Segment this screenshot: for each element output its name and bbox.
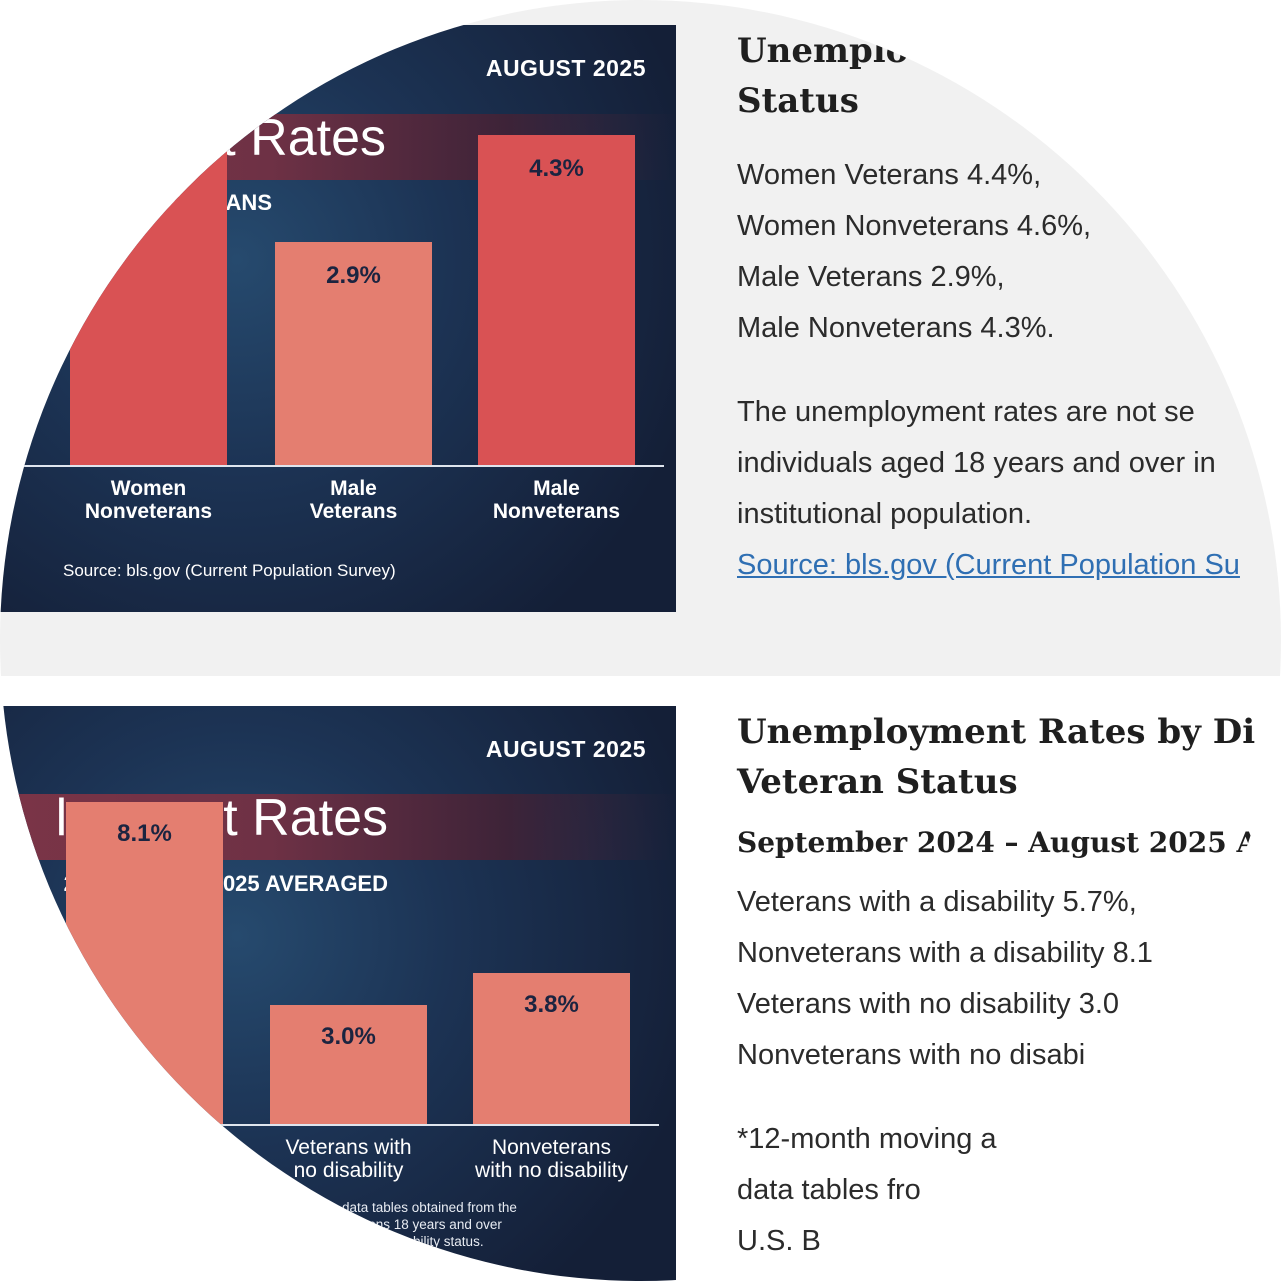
category-label: Veterans with no disability <box>239 1136 459 1182</box>
category-label-line: Veterans with <box>285 1136 412 1159</box>
bar-value-label: 4.6% <box>121 131 176 159</box>
section-subheading: September 2024 – August 2025 A <box>737 826 1259 859</box>
category-label-line: Male <box>330 477 377 500</box>
stat-line: Male Veterans 2.9%, <box>737 261 1005 293</box>
chart-date: AUGUST 2025 <box>485 55 646 81</box>
bar-value-label: 2.9% <box>326 262 381 290</box>
bar: 4.6% <box>70 111 227 465</box>
stat-line: Women Nonveterans 4.6%, <box>737 210 1092 242</box>
bar-value-label: 3.8% <box>524 990 579 1018</box>
category-label: Nonveterans with no disability <box>442 1136 662 1182</box>
section-heading: Unemplo <box>737 31 909 71</box>
section-heading-line-2: Status <box>737 81 859 121</box>
stat-line: Women Veterans 4.4%, <box>737 159 1042 191</box>
stat-line: Nonveterans with a disability 8.1 <box>737 937 1153 969</box>
category-label: Women Nonveterans <box>39 477 259 523</box>
note-line: institutional population. <box>737 498 1033 530</box>
note-line: The unemployment rates are not se <box>737 396 1195 428</box>
infographic-gender-veteran-status: AUGUST 2025 t Rates ETERANS 4.6%WomenNon… <box>0 25 676 612</box>
chart-source: Source: bls.gov (Current Population Surv… <box>63 561 396 580</box>
chart-footnote-line: data tables obtained from the <box>342 1200 517 1215</box>
chart-date: AUGUST 2025 <box>485 736 646 762</box>
category-label-line: Nonveterans <box>491 1136 612 1159</box>
category-label: Male Nonveterans <box>447 477 667 523</box>
bar-value-label: 8.1% <box>117 819 172 847</box>
infographic-disability-veteran-status: AUGUST 2025 loyment Rates 24 – AUGUST 20… <box>0 706 676 1281</box>
category-label-line: Nonveterans <box>492 500 621 523</box>
stat-line: Nonveterans with no disabi <box>737 1039 1086 1071</box>
bar: 2.9% <box>275 242 432 465</box>
stat-line: Veterans with no disability 3.0 <box>737 988 1120 1020</box>
section-two-text: Unemployment Rates by Di Veteran Status … <box>737 707 1281 1267</box>
bar: 3.8% <box>473 972 630 1124</box>
chart-footnote-line: persons 18 years and over <box>342 1217 502 1232</box>
chart-baseline <box>0 465 664 467</box>
category-label-line: Nonveterans <box>84 500 213 523</box>
category-label-line: Male <box>533 477 580 500</box>
note-line: U.S. B <box>737 1225 821 1257</box>
section-heading-line-2: Veteran Status <box>737 762 1018 802</box>
section-heading: Unemployment Rates by Di <box>737 712 1256 752</box>
note-line: data tables fro <box>737 1174 921 1206</box>
bar: 8.1% <box>66 801 223 1124</box>
category-label-line: Women <box>110 477 187 500</box>
bar: 3.0% <box>270 1004 427 1124</box>
source-link[interactable]: Source: bls.gov (Current Population Su <box>737 549 1240 581</box>
category-label: Male Veterans <box>244 477 464 523</box>
bar-value-label: 3.0% <box>321 1022 376 1050</box>
section-one-text: Unemplo Status Women Veterans 4.4%, Wome… <box>737 26 1281 591</box>
stat-line: Male Nonveterans 4.3%. <box>737 312 1055 344</box>
chart-banner-title: t Rates <box>221 109 386 167</box>
category-label-line: with no disability <box>475 1159 628 1182</box>
chart-footnote: data tables obtained from the persons 18… <box>342 1199 517 1250</box>
bar: 4.3% <box>478 134 635 465</box>
note-line: *12-month moving a <box>737 1123 997 1155</box>
bar-value-label: 4.3% <box>529 154 584 182</box>
category-label-line: Veterans <box>309 500 398 523</box>
category-label-line: no disability <box>293 1159 404 1182</box>
chart-footnote-line: ity, and disability status. <box>342 1234 484 1249</box>
stat-line: Veterans with a disability 5.7%, <box>737 886 1137 918</box>
note-line: individuals aged 18 years and over in <box>737 447 1216 479</box>
chart-baseline <box>0 1124 659 1126</box>
